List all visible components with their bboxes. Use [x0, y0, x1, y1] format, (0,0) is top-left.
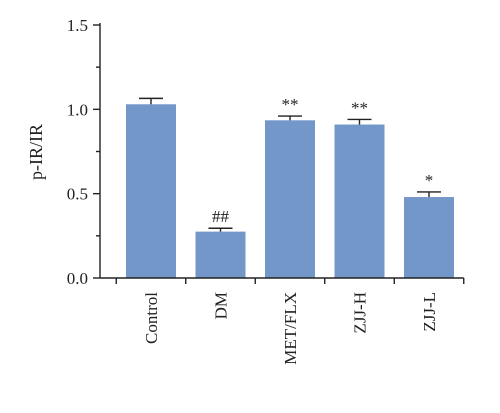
error-bars-group — [139, 97, 441, 232]
y-tick-label-2: 1.0 — [67, 100, 88, 119]
bar-3 — [334, 124, 385, 278]
x-category-label-0: Control — [142, 292, 161, 344]
x-category-label-3: ZJJ-H — [351, 292, 370, 334]
significance-label-3: ** — [351, 98, 368, 117]
y-axis-label: p-IR/IR — [26, 124, 46, 180]
significance-label-1: ## — [212, 207, 230, 226]
x-axis: Control DM MET/FLX ZJJ-H ZJJ-L — [100, 277, 465, 365]
y-axis: 0.0 0.5 1.0 1.5 — [67, 16, 101, 288]
bar-1 — [195, 231, 246, 278]
y-tick-label-0: 0.0 — [67, 269, 88, 288]
significance-label-4: * — [425, 171, 434, 190]
bar-2 — [265, 120, 315, 279]
y-tick-label-1: 0.5 — [67, 185, 88, 204]
y-tick-label-3: 1.5 — [67, 16, 88, 35]
significance-label-2: ** — [282, 95, 299, 114]
bar-0 — [126, 104, 176, 278]
x-category-label-2: MET/FLX — [281, 292, 300, 365]
bar-4 — [404, 197, 454, 278]
annotations-group: ##** *** — [212, 95, 433, 226]
x-category-label-4: ZJJ-L — [420, 292, 439, 332]
x-category-label-1: DM — [212, 292, 231, 319]
bars-group — [126, 104, 454, 279]
